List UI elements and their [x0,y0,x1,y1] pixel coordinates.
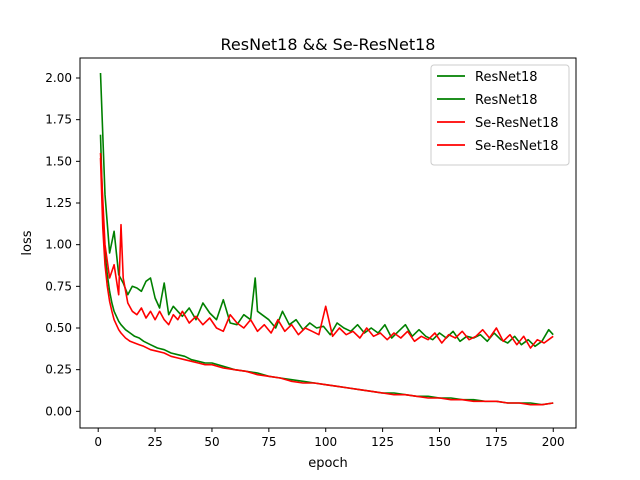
y-tick-label: 1.00 [45,238,72,252]
y-axis-label: loss [20,230,35,255]
x-axis-label: epoch [308,456,348,471]
x-tick-label: 75 [261,435,276,449]
x-tick-label: 125 [371,435,394,449]
plot-frame [79,57,577,429]
y-tick-label: 0.00 [45,404,72,418]
legend-label: Se-ResNet18 [475,139,559,154]
x-tick-label: 0 [94,435,102,449]
y-axis: 0.00 0.25 0.50 0.75 1.00 1.25 1.50 1.75 2.00 [45,71,80,418]
series-line-3 [99,152,554,349]
legend-label: ResNet18 [475,70,538,85]
legend: ResNet18 ResNet18 Se-ResNet18 Se-ResNet18 [430,64,570,166]
y-tick-label: 0.75 [45,279,72,293]
y-tick-label: 0.25 [45,363,72,377]
x-tick-label: 200 [542,435,565,449]
series-line-4 [99,157,554,406]
chart-title: ResNet18 && Se-ResNet18 [221,35,436,54]
x-axis: 0 25 50 75 100 125 150 175 200 [94,428,565,449]
legend-box [430,64,570,166]
plot-lines [99,72,554,406]
x-tick-label: 100 [314,435,337,449]
x-tick-label: 25 [147,435,162,449]
x-tick-label: 50 [204,435,219,449]
legend-label: Se-ResNet18 [475,116,559,131]
y-tick-label: 2.00 [45,71,72,85]
x-tick-label: 175 [485,435,508,449]
y-tick-label: 1.25 [45,196,72,210]
legend-label: ResNet18 [475,93,538,108]
y-tick-label: 1.50 [45,154,72,168]
y-tick-label: 1.75 [45,113,72,127]
x-tick-label: 150 [428,435,451,449]
y-tick-label: 0.50 [45,321,72,335]
